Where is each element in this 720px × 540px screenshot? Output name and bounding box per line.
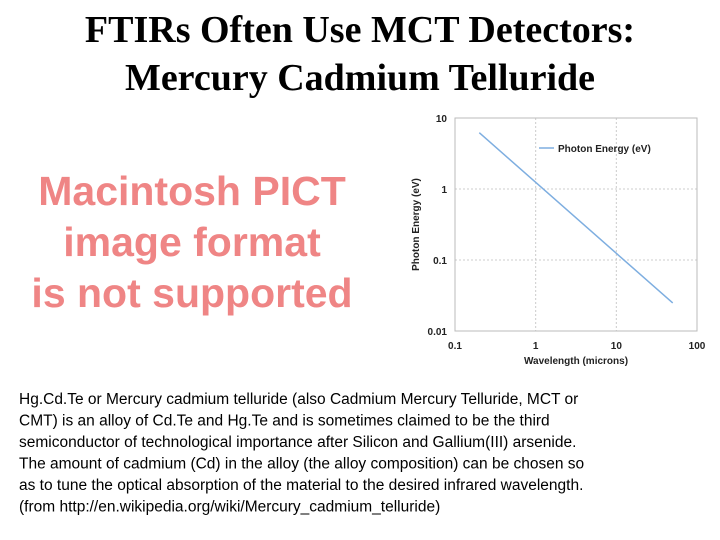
y-axis-label: Photon Energy (eV) (411, 178, 422, 271)
plot-frame (454, 117, 698, 332)
data-line (478, 132, 674, 304)
slide-title: Mercury Cadmium Telluride (125, 57, 595, 99)
x-axis-label: Wavelength (microns) (524, 356, 628, 367)
body-text: semiconductor of technological importanc… (19, 434, 576, 451)
image-placeholder: Macintosh PICT (38, 168, 346, 214)
body-text: (from http://en.wikipedia.org/wiki/Mercu… (19, 499, 440, 516)
image-placeholder: image format (63, 219, 321, 265)
x-tick-label: 10 (611, 341, 623, 352)
image-placeholder: is not supported (31, 270, 352, 316)
body-text: Hg.Cd.Te or Mercury cadmium telluride (a… (19, 391, 578, 408)
y-tick-label: 0.1 (433, 256, 447, 267)
body-text: CMT) is an alloy of Cd.Te and Hg.Te and … (19, 413, 550, 430)
x-tick-label: 0.1 (448, 341, 462, 352)
y-tick-label: 1 (441, 185, 447, 196)
y-tick-label: 0.01 (428, 327, 448, 338)
legend-label: Photon Energy (eV) (558, 144, 651, 155)
body-text: The amount of cadmium (Cd) in the alloy … (19, 456, 584, 473)
y-tick-label: 10 (436, 114, 448, 125)
body-text: as to tune the optical absorption of the… (19, 477, 583, 494)
slide-title: FTIRs Often Use MCT Detectors: (85, 9, 635, 51)
x-tick-label: 1 (533, 341, 539, 352)
x-tick-label: 100 (689, 341, 706, 352)
